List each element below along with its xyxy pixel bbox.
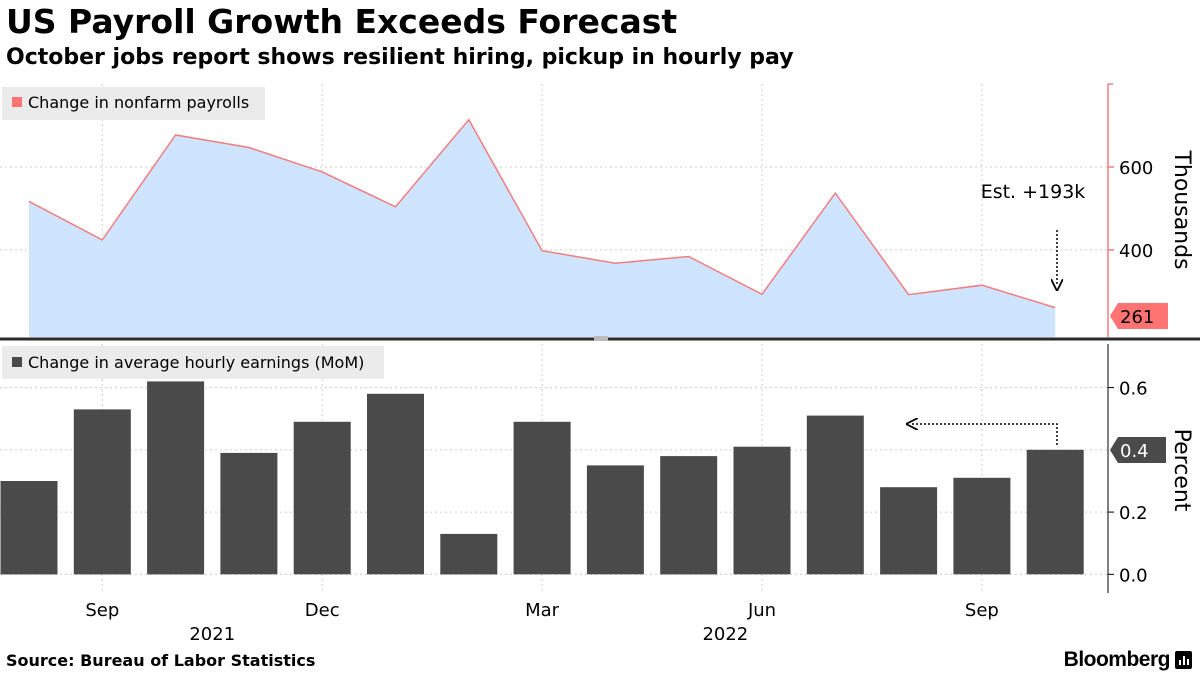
- x-month-label: Mar: [525, 600, 560, 621]
- earnings-legend: Change in average hourly earnings (MoM): [2, 346, 384, 379]
- earnings-bar: [733, 446, 791, 575]
- earnings-bar: [0, 481, 58, 575]
- source-note: Source: Bureau of Labor Statistics: [6, 651, 316, 670]
- earnings-bar: [147, 381, 205, 575]
- earnings-axis-title: Percent: [1169, 429, 1194, 512]
- earnings-bar: [73, 409, 131, 575]
- bloomberg-terminal-icon: [1175, 651, 1192, 669]
- earnings-bar: [1026, 449, 1084, 575]
- x-month-label: Jun: [747, 600, 776, 621]
- payrolls-last-value: 261: [1120, 307, 1154, 328]
- earnings-legend-swatch: [12, 357, 22, 367]
- payrolls-legend-swatch: [12, 97, 22, 107]
- x-month-label: Sep: [965, 600, 999, 621]
- earnings-bar: [806, 415, 864, 575]
- earnings-bar: [586, 465, 644, 575]
- payrolls-tick-label: 400: [1119, 241, 1153, 262]
- payrolls-legend-label: Change in nonfarm payrolls: [28, 93, 249, 112]
- earnings-bar: [660, 456, 718, 575]
- payrolls-area-series: [28, 118, 1056, 337]
- x-month-label: Sep: [85, 600, 119, 621]
- earnings-last-value-tag: 0.4: [1110, 437, 1166, 463]
- earnings-gridlines: [0, 344, 1108, 593]
- earnings-bar: [440, 533, 498, 575]
- earnings-bar-series: [0, 381, 1084, 575]
- payrolls-right-axis: 400 600 Thousands: [1107, 83, 1194, 337]
- earnings-legend-label: Change in average hourly earnings (MoM): [28, 353, 364, 372]
- panel-resize-handle: [594, 336, 608, 341]
- earnings-bar: [220, 452, 278, 575]
- brand-logo: Bloomberg: [1063, 648, 1171, 671]
- earnings-tick-label: 0.2: [1119, 503, 1148, 524]
- payrolls-tick-label: 600: [1119, 158, 1153, 179]
- payrolls-axis-title: Thousands: [1169, 149, 1194, 269]
- payrolls-legend: Change in nonfarm payrolls: [2, 87, 265, 120]
- x-year-label: 2021: [189, 624, 235, 640]
- page-title: US Payroll Growth Exceeds Forecast: [6, 2, 678, 41]
- x-month-label: Dec: [305, 600, 340, 621]
- earnings-tick-label: 0.6: [1119, 379, 1148, 400]
- x-year-label: 2022: [702, 624, 748, 640]
- earnings-bar: [367, 393, 424, 575]
- jobs-chart: Change in nonfarm payrolls 400 600 Thousa…: [0, 83, 1200, 640]
- earnings-bar: [953, 477, 1011, 575]
- x-axis-labels: Sep Dec Mar Jun Sep 2021 2022: [85, 600, 999, 640]
- earnings-bar: [293, 421, 351, 575]
- earnings-bar: [513, 421, 571, 575]
- earnings-last-value: 0.4: [1120, 441, 1149, 462]
- earnings-tick-label: 0.0: [1119, 565, 1148, 586]
- earnings-comparison-arrow: [912, 424, 1058, 445]
- earnings-bar: [880, 487, 938, 575]
- earnings-right-axis: 0.0 0.2 0.6 Percent: [1107, 344, 1194, 593]
- estimate-annotation: Est. +193k: [981, 181, 1086, 203]
- payrolls-last-value-tag: 261: [1110, 303, 1168, 329]
- page-subtitle: October jobs report shows resilient hiri…: [6, 45, 794, 70]
- payrolls-area-fill: [29, 119, 1056, 337]
